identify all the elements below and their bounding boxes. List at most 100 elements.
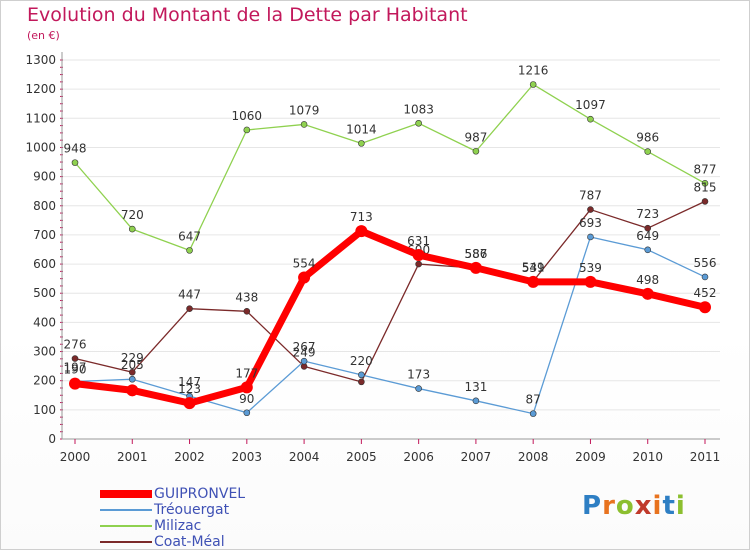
series-line-guipronvel [74,227,706,407]
y-tick-label: 900 [33,170,56,184]
data-point [186,305,193,312]
data-point [644,224,652,232]
data-point [701,180,709,187]
data-point [300,357,308,365]
x-tick-label: 2002 [174,450,205,464]
x-tick-label: 2007 [461,450,492,464]
logo-letter: r [602,491,616,521]
legend-label: Tréouergat [154,502,230,518]
data-label: 1083 [403,102,434,116]
logo-letter: t [662,491,676,521]
data-label: 276 [64,338,87,352]
legend-label: GUIPRONVEL [154,486,246,502]
data-point [355,225,368,238]
data-point [472,147,480,155]
data-point [358,378,365,386]
data-point [415,119,422,127]
data-point [587,115,594,123]
data-label: 631 [407,234,430,248]
y-tick-label: 1100 [25,111,56,125]
x-tick-label: 2001 [117,450,148,464]
y-tick-label: 100 [33,403,56,417]
data-point [358,371,365,379]
data-point [126,384,139,397]
y-tick-label: 400 [33,315,56,329]
unit-label: (en €) [27,29,60,42]
data-point [472,397,480,405]
y-tick-label: 500 [33,286,56,300]
data-label: 1079 [289,103,320,117]
data-label: 87 [526,393,541,407]
legend-item: Tréouergat [100,502,245,518]
data-label: 267 [293,340,316,354]
data-label: 586 [464,247,487,261]
data-point [641,287,654,300]
logo-letter: P [582,491,603,521]
data-label: 647 [178,229,201,243]
x-tick-label: 2000 [60,450,91,464]
y-tick-label: 1300 [25,53,56,67]
data-label: 713 [350,210,373,224]
data-point [644,148,652,155]
x-tick-label: 2004 [289,450,320,464]
data-point [128,368,136,376]
data-label: 556 [694,256,717,270]
data-label: 541 [522,260,545,274]
data-point [527,275,540,288]
y-tick-label: 1200 [25,82,56,96]
x-tick-label: 2008 [518,450,549,464]
data-point [584,275,597,288]
data-label: 452 [694,286,717,300]
legend-label: Coat-Méal [154,534,225,550]
data-point [243,409,251,417]
data-point [240,381,253,394]
data-point [699,301,711,314]
data-label: 220 [350,354,373,368]
y-tick-label: 800 [33,199,56,213]
data-label: 539 [522,261,545,275]
data-label: 877 [694,162,717,176]
data-point [587,233,594,241]
data-label: 987 [464,130,487,144]
y-tick-label: 1000 [25,140,56,154]
data-point [415,385,422,392]
data-point [587,206,594,213]
data-label: 177 [235,366,258,380]
data-point [71,159,79,166]
data-label: 1216 [518,63,549,77]
chart-title: Evolution du Montant de la Dette par Hab… [27,4,468,26]
data-point [469,261,482,274]
data-label: 447 [178,288,201,302]
data-label: 554 [293,256,316,270]
x-tick-label: 2009 [575,450,606,464]
data-point [644,246,652,254]
data-point [243,126,251,134]
data-label: 649 [636,229,659,243]
data-point [183,397,196,410]
data-point [71,355,79,362]
y-tick-label: 200 [33,374,56,388]
legend-item: Coat-Méal [100,534,245,550]
data-label: 205 [121,358,144,372]
data-point [128,225,136,233]
data-point [243,308,251,315]
x-tick-label: 2011 [690,450,721,464]
legend-item: GUIPRONVEL [100,486,245,502]
data-label: 986 [636,131,659,145]
data-label: 787 [579,189,602,203]
x-tick-label: 2010 [632,450,663,464]
data-point [298,271,311,284]
data-label: 587 [464,247,487,261]
data-label: 249 [293,345,316,359]
data-point [701,198,709,205]
data-point [412,249,425,262]
data-label: 131 [464,380,487,394]
data-label: 815 [694,180,717,194]
logo-letter: x [634,491,653,521]
data-point [701,273,709,281]
legend: GUIPRONVEL Tréouergat Milizac Coat-Méal [100,486,245,550]
data-label: 123 [178,382,201,396]
x-tick-label: 2005 [346,450,377,464]
data-label: 693 [579,216,602,230]
